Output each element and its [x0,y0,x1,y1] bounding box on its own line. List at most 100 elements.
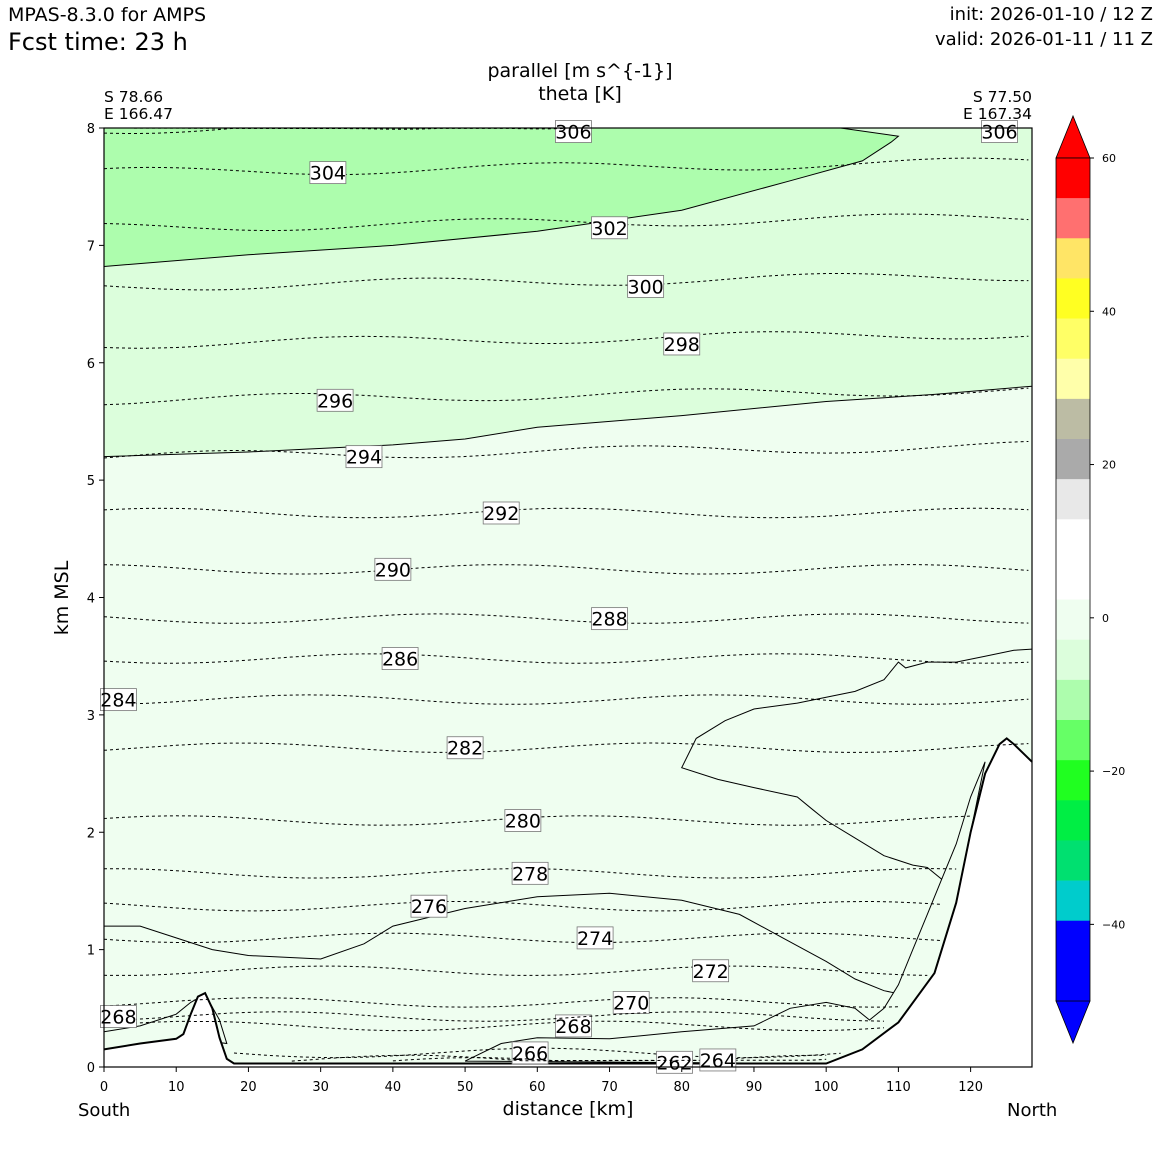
left-longitude: E 166.47 [104,105,173,123]
north-label: North [1007,1100,1058,1121]
theta-contour [103,694,1029,705]
theta-label-box [309,161,347,185]
theta-label-box [612,991,650,1014]
theta-label: 274 [577,928,613,950]
theta-contour [103,273,1029,291]
contour-lower-boundary [104,648,1033,998]
theta-label-box [381,647,419,670]
theta-contour [103,997,899,1008]
theta-label-box [555,1014,592,1038]
axes: 0 10 20 30 40 50 60 70 80 90 100 110 120 0 1 2 3 4 5 6 7 8 [87,122,1033,1095]
chart-title-line2: theta [K] [538,83,622,105]
theta-contour [392,1057,827,1062]
y-tick-label: 0 [87,1061,95,1076]
colorbar-tick-label: 0 [1102,612,1109,625]
theta-contour [103,331,1029,349]
right-longitude: E 167.34 [963,105,1032,123]
colorbar-block [1056,920,1090,962]
y-tick-label: 5 [87,474,95,489]
colorbar-block [1056,720,1090,761]
theta-contours: 306 304 302 300 298 296 294 292 290 288 286 284 282 2… [100,120,1029,1074]
theta-label: 284 [100,690,136,712]
theta-label-box [663,332,701,356]
colorbar-block [1056,398,1090,440]
theta-contour [103,127,567,135]
theta-label: 264 [700,1050,736,1072]
theta-label-box [482,501,520,525]
theta-contour [233,1047,841,1059]
theta-label: 280 [505,811,541,833]
y-tick-label: 3 [87,709,95,724]
x-tick-label: 70 [601,1080,618,1095]
theta-label-box [374,557,412,581]
y-tick-label: 6 [87,357,95,372]
chart-title-line1: parallel [m s^{-1}] [487,60,673,82]
theta-label: 268 [100,1007,136,1029]
theta-label: 262 [656,1052,692,1074]
valid-time: valid: 2026-01-11 / 11 Z [935,29,1153,50]
theta-label-box [981,120,1018,143]
y-tick-label: 7 [87,239,95,254]
theta-label: 266 [512,1043,548,1065]
colorbar-block [1056,318,1090,360]
x-tick-label: 80 [673,1080,690,1095]
left-latitude: S 78.66 [104,88,164,106]
theta-contour [103,441,1029,459]
theta-label: 282 [447,738,483,760]
x-axis-label: distance [km] [502,1098,634,1120]
colorbar-block [1056,519,1090,560]
colorbar-block [1056,198,1090,239]
theta-label: 298 [664,334,700,356]
terrain [103,737,1033,1067]
theta-label: 276 [411,896,447,918]
colorbar-tick-label: −40 [1102,918,1125,931]
colorbar-block [1056,679,1090,721]
theta-label: 286 [382,649,418,671]
x-tick-label: 100 [814,1080,839,1095]
theta-contour [103,900,942,912]
y-tick-label: 2 [87,826,95,841]
y-axis-label: km MSL [51,560,73,636]
x-tick-label: 120 [958,1080,983,1095]
model-name: MPAS-8.3.0 for AMPS [8,4,207,26]
theta-label-box [656,1050,693,1074]
theta-label-box [446,736,484,760]
theta-label-box [555,120,592,143]
terrain-fill [104,738,1032,1067]
colorbar-block [1056,479,1090,520]
theta-contour [103,613,1029,624]
theta-label-box [576,926,614,950]
theta-contour [291,1054,827,1062]
x-tick-label: 20 [240,1080,257,1095]
theta-label: 300 [628,276,664,298]
contour-green-boundary [103,127,900,267]
x-tick-label: 110 [886,1080,911,1095]
theta-label-box [345,445,383,469]
colorbar-block [1056,960,1090,1002]
colorbar-frame [1055,157,1091,1002]
y-tick-label: 4 [87,592,95,607]
x-tick-label: 0 [100,1080,108,1095]
theta-label: 288 [591,609,627,631]
theta-label: 306 [981,122,1017,144]
x-tick-label: 10 [168,1080,185,1095]
colorbar-block [1056,840,1090,881]
theta-label: 304 [310,163,346,185]
theta-label: 302 [591,218,627,240]
colorbar-tick-label: −20 [1102,765,1125,778]
theta-label-box [591,607,628,631]
contour-mid-boundary [103,385,1033,458]
y-tick-label: 8 [87,122,95,137]
theta-contour [103,1011,885,1022]
colorbar-bottom-arrow [1055,1000,1091,1045]
x-tick-label: 30 [312,1080,329,1095]
theta-contour [103,564,1029,575]
colorbar-block [1056,880,1090,922]
theta-label-box [627,275,665,298]
theta-contour [103,965,928,976]
theta-label: 292 [483,503,519,525]
fill-green-top [104,128,899,267]
theta-contour [103,157,1029,176]
init-time: init: 2026-01-10 / 12 Z [949,4,1153,25]
